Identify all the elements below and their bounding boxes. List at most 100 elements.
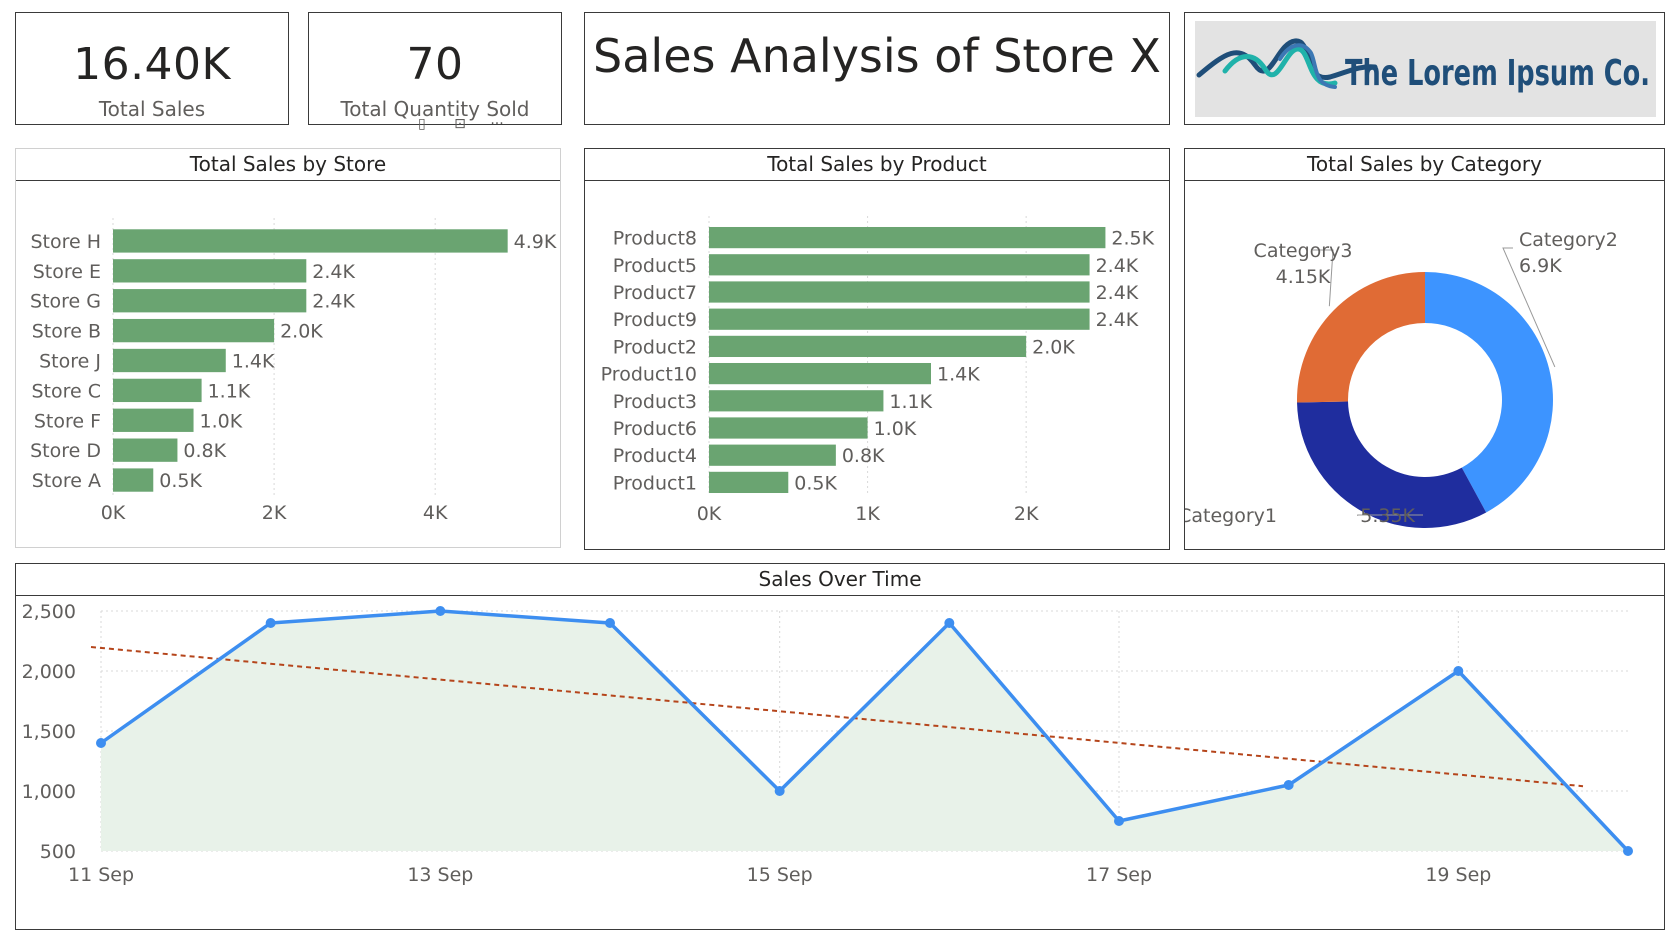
store-bar — [113, 289, 307, 313]
time-data-point — [944, 618, 955, 628]
product-data-label: 2.5K — [1111, 228, 1154, 250]
visual-header-icons[interactable]: ▯ ⊡ ··· — [418, 116, 504, 132]
time-xtick-label: 15 Sep — [747, 864, 813, 886]
time-ytick-label: 2,000 — [22, 661, 76, 683]
product-chart-panel: Total Sales by Product 0K 1K 2K Product8 2.5… — [584, 148, 1170, 550]
time-data-point — [96, 738, 106, 748]
filter-icon[interactable]: ▯ — [418, 116, 426, 132]
store-category-label: Store B — [32, 321, 101, 343]
product-bar — [709, 417, 868, 439]
kpi-total-sales-label: Total Sales — [98, 97, 206, 121]
donut-category-label: Category2 — [1519, 229, 1618, 251]
store-category-label: Store J — [39, 351, 101, 373]
logo-wave-mid — [1222, 46, 1338, 87]
logo-wave-outer — [1196, 38, 1378, 80]
page-title: Sales Analysis of Store X — [593, 29, 1161, 83]
product-category-label: Product9 — [613, 309, 697, 331]
donut-leader-line — [1357, 514, 1423, 516]
store-xtick-label: 0K — [101, 502, 126, 524]
focus-mode-icon[interactable]: ⊡ — [454, 116, 466, 132]
product-category-label: Product7 — [613, 282, 697, 304]
time-data-point — [1114, 816, 1124, 826]
kpi-total-sales-value: 16.40K — [73, 39, 231, 90]
donut-leader-line — [1502, 247, 1556, 368]
donut-value-label: 5.35K — [1360, 505, 1415, 527]
product-data-label: 0.8K — [842, 445, 885, 467]
store-data-label: 1.1K — [208, 380, 251, 402]
sales-over-time-chart: 500 1,000 1,500 2,000 2,500 11 Sep 13 Sep 15 Se… — [22, 601, 1633, 886]
time-xtick-label: 11 Sep — [68, 864, 134, 886]
donut-slice — [1425, 272, 1553, 513]
product-bar — [709, 308, 1090, 330]
product-data-label: 2.4K — [1096, 282, 1139, 304]
time-ytick-label: 1,500 — [22, 721, 76, 743]
product-data-label: 2.0K — [1032, 336, 1075, 358]
donut-value-label: 6.9K — [1519, 255, 1562, 277]
company-logo: The Lorem Ipsum Co. — [1195, 21, 1656, 117]
logo-text: The Lorem Ipsum Co. — [1345, 53, 1650, 94]
time-trend-line — [90, 646, 1584, 788]
product-bar — [709, 444, 836, 466]
product-xtick-label: 0K — [697, 503, 722, 525]
category-chart-title: Total Sales by Category — [1185, 149, 1664, 181]
product-category-label: Product5 — [613, 255, 697, 277]
store-bar — [113, 229, 508, 253]
product-category-label: Product8 — [613, 228, 697, 250]
store-data-label: 2.4K — [312, 291, 355, 313]
time-data-point — [265, 618, 276, 628]
store-category-label: Store F — [34, 410, 101, 432]
store-chart-panel: Total Sales by Store 0K 2K 4K Store H 4.9K St… — [15, 148, 561, 548]
product-data-label: 2.4K — [1096, 309, 1139, 331]
product-bar — [709, 226, 1106, 249]
store-category-label: Store C — [31, 380, 101, 402]
donut-slice — [1297, 272, 1425, 403]
logo-card: The Lorem Ipsum Co. — [1184, 12, 1665, 125]
product-bar — [709, 471, 789, 494]
product-bar — [709, 390, 884, 412]
store-data-label: 1.0K — [200, 410, 243, 432]
product-category-label: Product1 — [613, 472, 697, 494]
product-bar — [709, 362, 931, 385]
time-area — [101, 611, 1628, 851]
time-ytick-label: 500 — [40, 841, 76, 863]
store-category-label: Store G — [30, 291, 101, 313]
donut-category-label: Category1 — [1185, 505, 1277, 527]
store-bar — [113, 348, 226, 373]
product-data-label: 1.0K — [874, 418, 917, 440]
product-bar-chart: 0K 1K 2K Product8 2.5K Product5 2.4K Product7 2.… — [601, 216, 1155, 525]
logo-background — [1195, 21, 1656, 117]
kpi-total-quantity-card: 70 Total Quantity Sold — [308, 12, 562, 125]
time-data-point — [1453, 666, 1464, 676]
product-category-label: Product2 — [613, 336, 697, 358]
store-category-label: Store H — [30, 231, 101, 253]
donut-slice — [1297, 401, 1487, 528]
store-data-label: 0.5K — [159, 470, 202, 492]
product-data-label: 1.4K — [937, 364, 980, 386]
category-chart-panel: Total Sales by Category Category2 6.9K Cat… — [1184, 148, 1665, 550]
time-chart-title: Sales Over Time — [16, 564, 1664, 596]
product-data-label: 0.5K — [794, 472, 837, 494]
store-category-label: Store A — [32, 470, 101, 492]
product-category-label: Product10 — [601, 364, 697, 386]
time-ytick-label: 1,000 — [22, 781, 76, 803]
time-ytick-label: 2,500 — [22, 601, 76, 623]
more-options-icon[interactable]: ··· — [490, 116, 504, 132]
product-data-label: 1.1K — [889, 391, 932, 413]
time-xtick-label: 13 Sep — [407, 864, 473, 886]
time-data-point — [435, 606, 446, 616]
logo-wave-inner — [1278, 43, 1337, 89]
time-data-point — [1623, 846, 1633, 856]
time-xtick-label: 19 Sep — [1425, 864, 1491, 886]
kpi-total-quantity-label: Total Quantity Sold — [340, 97, 530, 121]
time-xtick-label: 17 Sep — [1086, 864, 1152, 886]
category-donut-chart: Category2 6.9K Category1 5.35K Category3 4.15… — [1185, 229, 1618, 528]
store-data-label: 4.9K — [514, 231, 557, 253]
product-chart-title: Total Sales by Product — [585, 149, 1169, 181]
product-category-label: Product3 — [613, 391, 697, 413]
time-chart-panel: Sales Over Time 500 1,000 1,500 2,000 2,500 1… — [15, 563, 1665, 930]
store-category-label: Store D — [30, 440, 101, 462]
donut-value-label: 4.15K — [1276, 266, 1331, 288]
product-xtick-label: 1K — [855, 503, 880, 525]
time-data-point — [1283, 780, 1294, 790]
store-data-label: 1.4K — [232, 351, 275, 373]
